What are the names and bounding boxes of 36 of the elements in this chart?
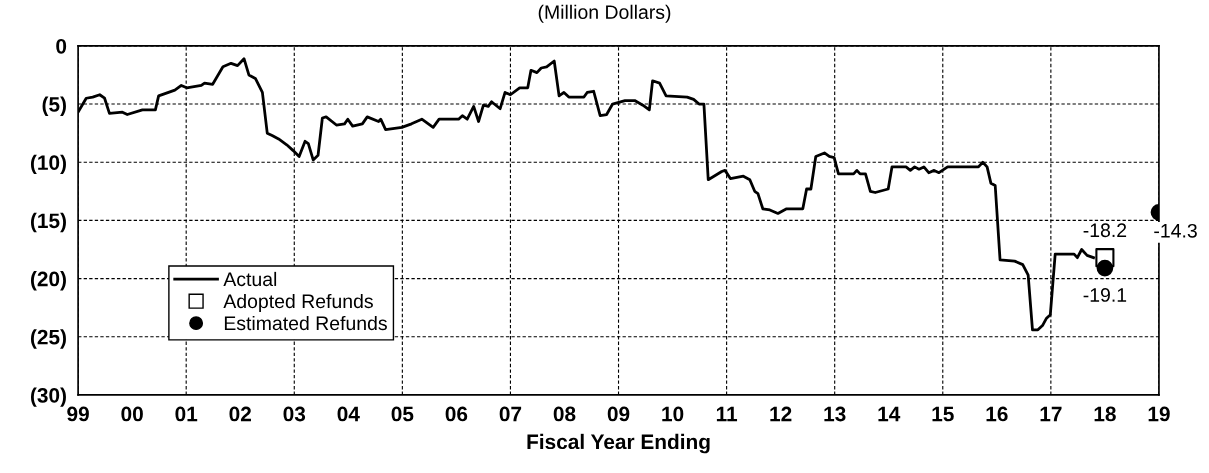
y-tick-label: 0 bbox=[56, 38, 67, 54]
y-tick-label: (10) bbox=[30, 154, 66, 175]
chart-subtitle: (Million Dollars) bbox=[538, 4, 671, 23]
y-tick-label: (25) bbox=[30, 329, 66, 349]
data-label: -18.2 bbox=[1083, 223, 1127, 238]
x-tick-label: 07 bbox=[499, 406, 522, 422]
x-tick-label: 14 bbox=[878, 406, 901, 422]
x-tick-label: 16 bbox=[986, 406, 1008, 422]
y-tick-label: (15) bbox=[30, 212, 66, 233]
legend-label: Estimated Refunds bbox=[224, 315, 387, 331]
x-tick-label: 10 bbox=[662, 406, 684, 422]
y-tick-label: (30) bbox=[30, 387, 66, 407]
x-tick-label: 06 bbox=[445, 406, 468, 422]
x-tick-label: 03 bbox=[283, 406, 306, 422]
y-tick-label: (20) bbox=[30, 271, 66, 291]
y-tick-label: (5) bbox=[42, 96, 66, 116]
x-axis-title: Fiscal Year Ending bbox=[527, 433, 710, 454]
x-tick-label: 00 bbox=[121, 406, 143, 422]
x-tick-label: 99 bbox=[67, 406, 89, 422]
data-label: -14.3 bbox=[1154, 223, 1197, 238]
x-tick-label: 02 bbox=[229, 406, 251, 422]
x-tick-label: 01 bbox=[175, 406, 198, 422]
x-tick-label: 17 bbox=[1040, 406, 1062, 422]
x-tick-label: 12 bbox=[770, 406, 792, 422]
legend-label: Actual bbox=[223, 271, 277, 287]
x-tick-label: 09 bbox=[607, 406, 630, 422]
x-tick-label: 15 bbox=[932, 406, 954, 422]
data-label: -19.1 bbox=[1083, 288, 1127, 302]
x-tick-label: 19 bbox=[1148, 406, 1170, 422]
x-tick-label: 05 bbox=[391, 406, 414, 422]
x-tick-label: 13 bbox=[824, 406, 846, 422]
x-tick-label: 18 bbox=[1094, 406, 1116, 422]
x-tick-label: 04 bbox=[337, 406, 360, 422]
legend-label: Adopted Refunds bbox=[223, 293, 373, 313]
x-tick-label: 11 bbox=[716, 406, 738, 422]
x-tick-label: 08 bbox=[553, 406, 576, 422]
